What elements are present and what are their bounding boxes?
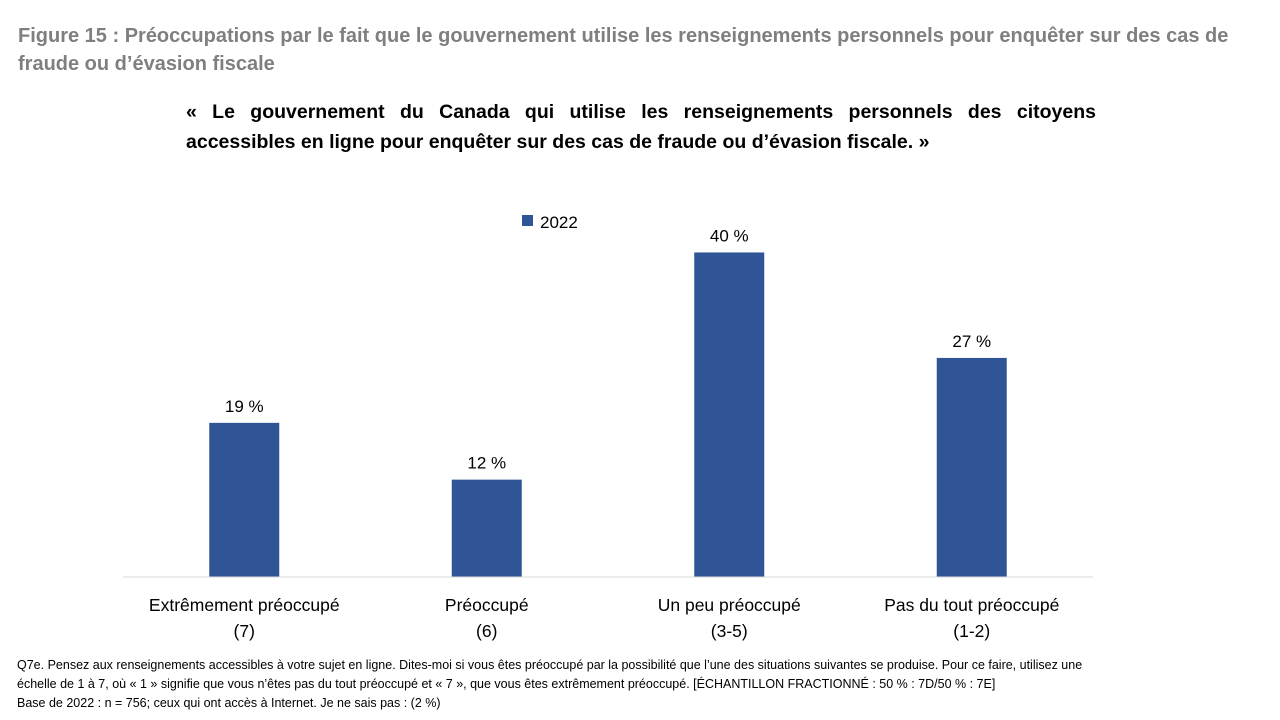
- data-label-1: 19 %: [225, 397, 264, 416]
- footnote-question-line-1: Q7e. Pensez aux renseignements accessibl…: [17, 658, 1083, 672]
- figure-title: Figure 15 : Préoccupations par le fait q…: [18, 25, 1229, 75]
- category-label-4-line-2: (1-2): [953, 621, 990, 641]
- footnote: Q7e. Pensez aux renseignements accessibl…: [17, 656, 1262, 713]
- category-labels-group: Extrêmement préoccupé (7) Préoccupé (6) Un p…: [149, 595, 1059, 641]
- legend-swatch-2022: [522, 215, 533, 226]
- category-label-3-line-2: (3-5): [711, 621, 748, 641]
- data-labels-group: 19 % 12 % 40 % 27 %: [225, 226, 991, 472]
- legend: 2022: [522, 213, 578, 232]
- bar-1: [209, 422, 280, 577]
- category-label-2-line-1: Préoccupé: [445, 595, 529, 615]
- data-label-4: 27 %: [952, 332, 991, 351]
- bar-4: [936, 357, 1007, 577]
- footnote-question-line-2: échelle de 1 à 7, où « 1 » signifie que …: [17, 677, 996, 691]
- bar-2: [451, 479, 522, 577]
- category-label-1-line-1: Extrêmement préoccupé: [149, 595, 340, 615]
- bars-group: [209, 252, 1007, 578]
- category-label-2-line-2: (6): [476, 621, 497, 641]
- category-label-4-line-1: Pas du tout préoccupé: [884, 595, 1059, 615]
- category-label-1-line-2: (7): [234, 621, 255, 641]
- legend-label-2022: 2022: [540, 213, 578, 232]
- chart-title: « Le gouvernement du Canada qui utilise …: [186, 101, 1096, 153]
- data-label-3: 40 %: [710, 226, 749, 245]
- footnote-base-line: Base de 2022 : n = 756; ceux qui ont acc…: [17, 696, 441, 710]
- bar-3: [694, 252, 765, 578]
- data-label-2: 12 %: [467, 454, 506, 473]
- category-label-3-line-1: Un peu préoccupé: [658, 595, 801, 615]
